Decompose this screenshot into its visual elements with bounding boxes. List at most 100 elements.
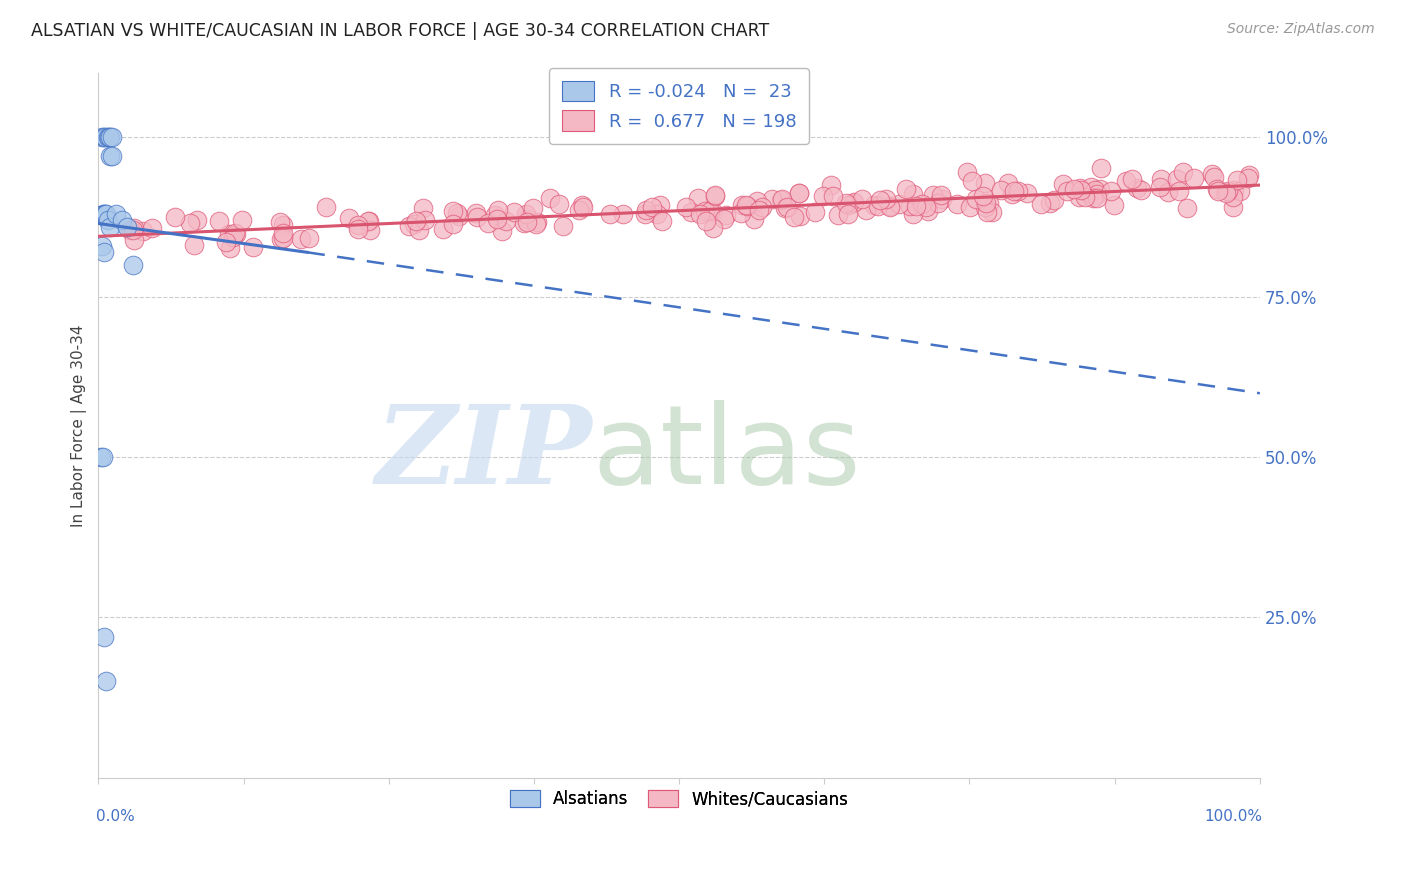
Point	[612, 207, 634, 221]
Point	[1007, 184, 1029, 198]
Point	[97, 130, 120, 145]
Point	[787, 186, 810, 201]
Point	[1038, 195, 1060, 210]
Point	[789, 209, 811, 223]
Point	[572, 200, 595, 214]
Point	[231, 213, 253, 227]
Text: 0.0%: 0.0%	[96, 809, 135, 824]
Point	[981, 204, 1004, 219]
Point	[495, 213, 517, 227]
Point	[744, 212, 766, 227]
Point	[974, 200, 997, 214]
Point	[1167, 184, 1189, 198]
Point	[1001, 186, 1024, 201]
Point	[974, 195, 997, 210]
Point	[896, 182, 918, 196]
Point	[93, 245, 115, 260]
Point	[91, 207, 114, 221]
Point	[90, 239, 112, 253]
Point	[773, 202, 796, 216]
Point	[675, 200, 697, 214]
Point	[1090, 161, 1112, 175]
Point	[704, 189, 727, 203]
Point	[640, 200, 662, 214]
Point	[93, 630, 115, 644]
Point	[315, 200, 337, 214]
Point	[946, 196, 969, 211]
Point	[242, 240, 264, 254]
Point	[271, 226, 294, 240]
Point	[359, 223, 381, 237]
Point	[93, 207, 115, 221]
Point	[117, 219, 139, 234]
Point	[122, 223, 145, 237]
Point	[811, 189, 834, 203]
Point	[974, 177, 997, 191]
Point	[1149, 180, 1171, 194]
Point	[702, 220, 724, 235]
Point	[1069, 180, 1091, 194]
Point	[1099, 184, 1122, 198]
Point	[879, 199, 901, 213]
Point	[1237, 171, 1260, 186]
Point	[1056, 184, 1078, 198]
Point	[1216, 184, 1239, 198]
Point	[1102, 198, 1125, 212]
Point	[837, 207, 859, 221]
Point	[686, 191, 709, 205]
Point	[990, 183, 1012, 197]
Point	[359, 213, 381, 227]
Point	[1052, 178, 1074, 192]
Point	[634, 207, 657, 221]
Point	[548, 197, 571, 211]
Point	[110, 213, 132, 227]
Point	[599, 207, 621, 221]
Point	[222, 229, 245, 244]
Point	[273, 218, 295, 232]
Point	[219, 241, 242, 255]
Point	[835, 196, 858, 211]
Point	[269, 215, 291, 229]
Point	[141, 221, 163, 235]
Point	[837, 197, 859, 211]
Point	[96, 674, 118, 689]
Point	[1015, 186, 1038, 201]
Point	[1129, 183, 1152, 197]
Point	[904, 199, 927, 213]
Point	[977, 195, 1000, 210]
Point	[1085, 190, 1108, 204]
Point	[118, 223, 141, 237]
Point	[976, 205, 998, 219]
Point	[823, 189, 845, 203]
Y-axis label: In Labor Force | Age 30-34: In Labor Force | Age 30-34	[72, 324, 87, 526]
Point	[101, 149, 124, 163]
Point	[735, 197, 758, 211]
Point	[526, 215, 548, 229]
Point	[960, 174, 983, 188]
Point	[1226, 172, 1249, 186]
Point	[443, 217, 465, 231]
Point	[215, 235, 238, 249]
Point	[1201, 167, 1223, 181]
Point	[94, 207, 117, 221]
Point	[695, 203, 717, 218]
Point	[783, 210, 806, 224]
Point	[225, 227, 247, 241]
Point	[551, 219, 574, 234]
Point	[405, 214, 427, 228]
Point	[398, 219, 420, 233]
Point	[98, 130, 121, 145]
Point	[522, 201, 544, 215]
Point	[679, 204, 702, 219]
Point	[516, 215, 538, 229]
Point	[1237, 168, 1260, 182]
Point	[491, 224, 513, 238]
Point	[97, 213, 120, 227]
Point	[1229, 184, 1251, 198]
Point	[863, 198, 886, 212]
Point	[122, 233, 145, 247]
Point	[851, 192, 873, 206]
Point	[703, 187, 725, 202]
Point	[1205, 182, 1227, 196]
Point	[538, 191, 561, 205]
